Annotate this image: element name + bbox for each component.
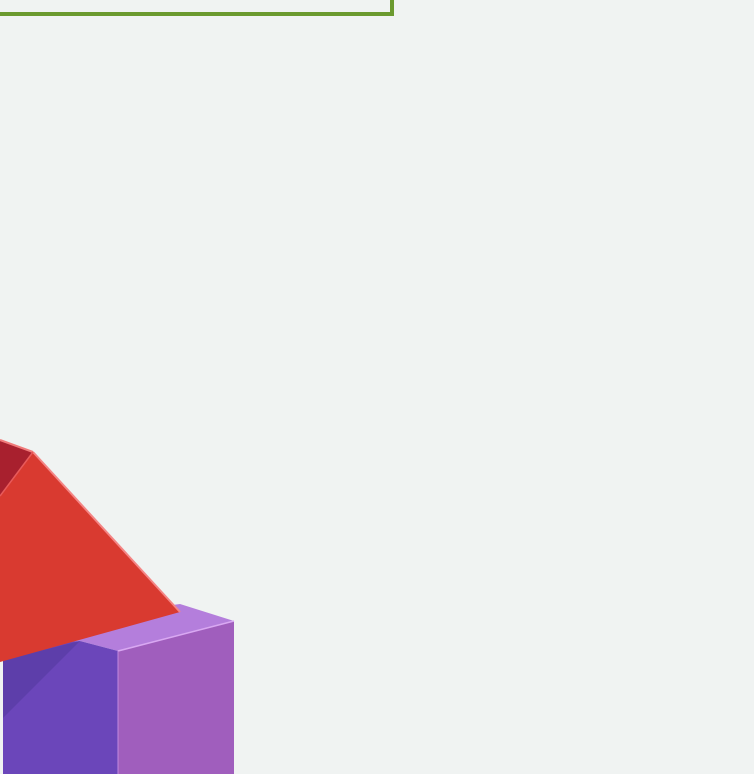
scene — [0, 0, 754, 774]
page: (() => { const data = JSON.parse(documen… — [0, 0, 754, 774]
